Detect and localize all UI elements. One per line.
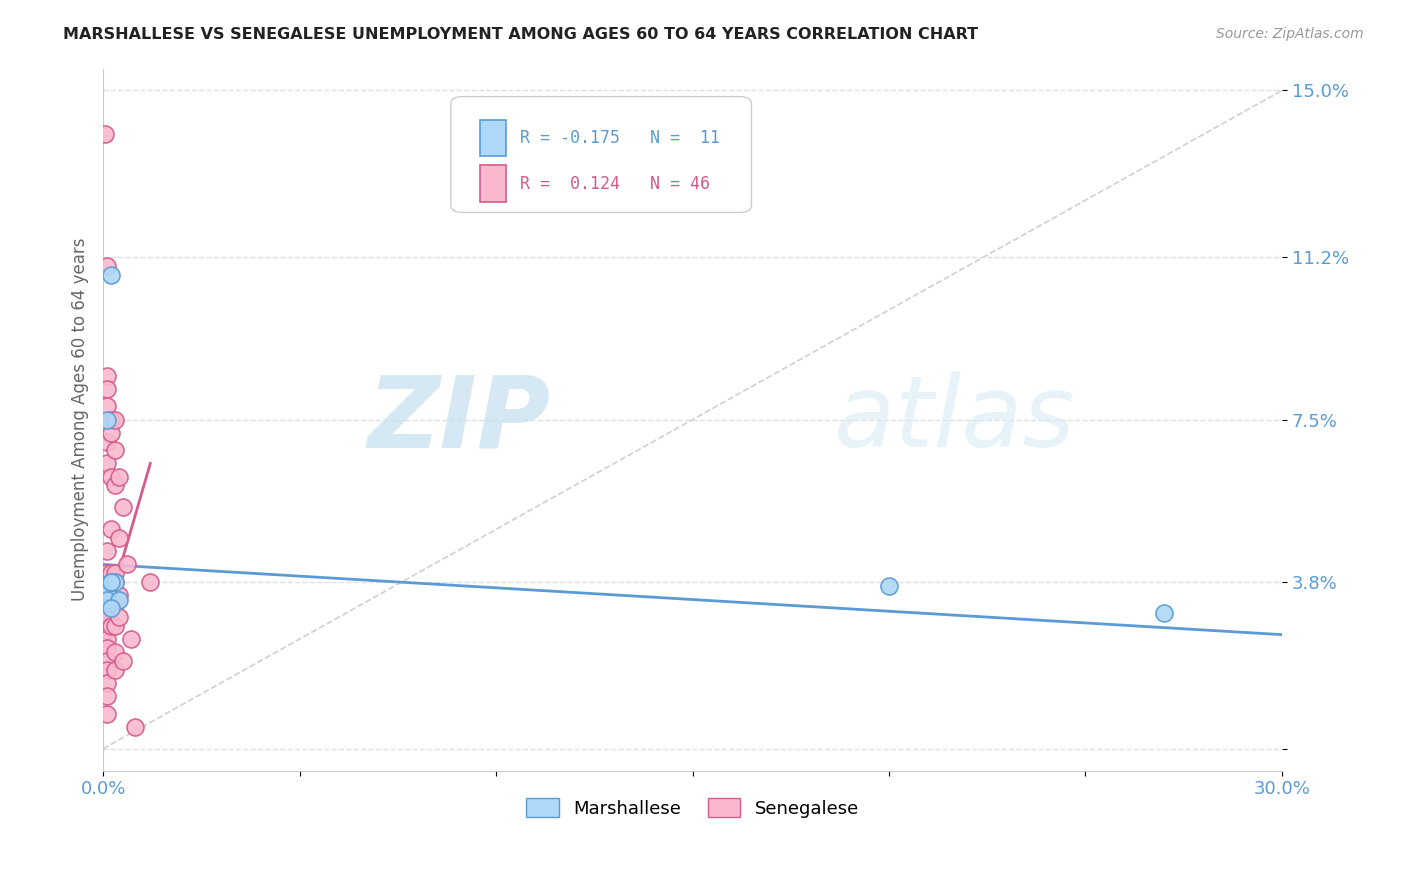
- Point: [100, 566, 122, 581]
- Point: [877, 579, 900, 593]
- Text: Source: ZipAtlas.com: Source: ZipAtlas.com: [1216, 27, 1364, 41]
- Point: [96, 654, 118, 668]
- Text: R =  0.124   N = 46: R = 0.124 N = 46: [520, 175, 710, 193]
- Point: [96, 583, 118, 598]
- Point: [96, 676, 118, 690]
- Point: [139, 574, 162, 589]
- Point: [111, 654, 134, 668]
- Point: [96, 259, 118, 273]
- Point: [100, 619, 122, 633]
- Point: [104, 597, 127, 611]
- Point: [94, 128, 117, 142]
- Point: [115, 558, 138, 572]
- Point: [96, 592, 118, 607]
- Point: [104, 566, 127, 581]
- Y-axis label: Unemployment Among Ages 60 to 64 years: Unemployment Among Ages 60 to 64 years: [72, 238, 89, 601]
- Point: [108, 469, 131, 483]
- Point: [104, 574, 127, 589]
- Point: [96, 368, 118, 383]
- Point: [104, 619, 127, 633]
- Point: [100, 597, 122, 611]
- Point: [96, 689, 118, 703]
- Point: [96, 632, 118, 646]
- Point: [96, 544, 118, 558]
- Point: [1153, 606, 1175, 620]
- Text: ZIP: ZIP: [368, 371, 551, 468]
- Point: [96, 610, 118, 624]
- Point: [108, 592, 131, 607]
- Point: [96, 566, 118, 581]
- Point: [100, 574, 122, 589]
- Point: [96, 624, 118, 638]
- Bar: [481, 120, 506, 156]
- Point: [100, 412, 122, 426]
- Point: [96, 400, 118, 414]
- Point: [120, 632, 142, 646]
- Point: [96, 588, 118, 602]
- FancyBboxPatch shape: [451, 96, 751, 212]
- Point: [96, 640, 118, 655]
- Point: [100, 469, 122, 483]
- Point: [111, 500, 134, 515]
- Point: [104, 443, 127, 458]
- Point: [104, 645, 127, 659]
- Point: [108, 610, 131, 624]
- Point: [108, 588, 131, 602]
- Text: MARSHALLESE VS SENEGALESE UNEMPLOYMENT AMONG AGES 60 TO 64 YEARS CORRELATION CHA: MARSHALLESE VS SENEGALESE UNEMPLOYMENT A…: [63, 27, 979, 42]
- Point: [104, 574, 127, 589]
- Point: [96, 706, 118, 721]
- Point: [96, 457, 118, 471]
- Point: [104, 412, 127, 426]
- Point: [100, 425, 122, 440]
- Point: [100, 522, 122, 536]
- Bar: [481, 165, 506, 202]
- Text: atlas: atlas: [834, 371, 1076, 468]
- Point: [100, 574, 122, 589]
- Point: [104, 663, 127, 677]
- Point: [96, 601, 118, 615]
- Point: [124, 720, 146, 734]
- Point: [100, 268, 122, 282]
- Point: [100, 601, 122, 615]
- Point: [96, 412, 118, 426]
- Point: [104, 478, 127, 492]
- Point: [96, 382, 118, 396]
- Text: R = -0.175   N =  11: R = -0.175 N = 11: [520, 129, 720, 147]
- Point: [96, 663, 118, 677]
- Point: [96, 434, 118, 449]
- Legend: Marshallese, Senegalese: Marshallese, Senegalese: [519, 791, 866, 825]
- Point: [108, 531, 131, 545]
